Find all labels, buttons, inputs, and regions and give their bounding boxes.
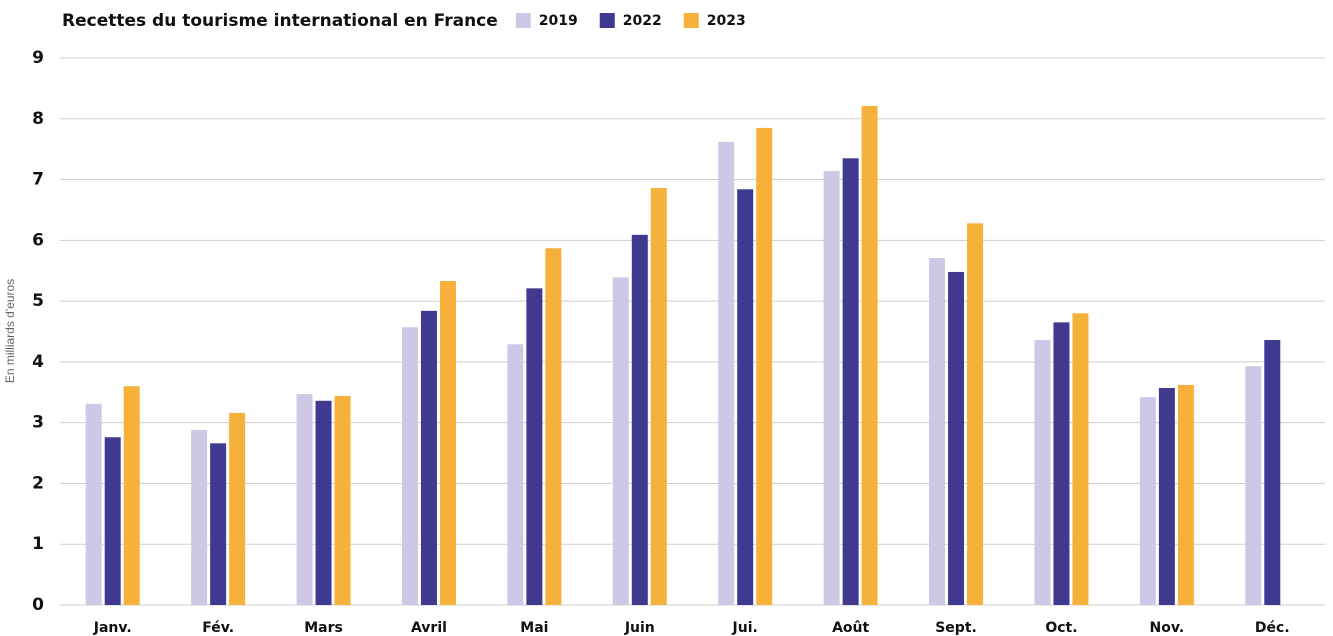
bar [823, 171, 840, 605]
legend-swatch [515, 13, 531, 28]
y-tick-label: 2 [32, 473, 44, 493]
bar [507, 344, 524, 605]
bar [315, 400, 332, 605]
bar [401, 327, 418, 605]
y-tick-label: 7 [32, 170, 44, 190]
bar [296, 394, 313, 605]
y-tick-label: 8 [32, 109, 44, 129]
bar [948, 271, 965, 605]
bar [545, 248, 562, 606]
bar [1245, 366, 1262, 605]
bar [1034, 340, 1051, 605]
bar [718, 141, 735, 605]
y-tick-label: 5 [32, 291, 44, 311]
bar [1177, 384, 1194, 605]
y-tick-label: 4 [32, 352, 44, 372]
bar [104, 437, 121, 605]
bar [650, 188, 667, 605]
bar [1264, 340, 1281, 605]
x-tick-label: Jui. [732, 620, 758, 636]
bar [334, 395, 351, 605]
bar [191, 429, 208, 605]
bar [1158, 388, 1175, 605]
bar [737, 189, 754, 605]
x-tick-label: Nov. [1150, 620, 1185, 636]
bar [756, 127, 773, 606]
bar [420, 310, 437, 605]
x-tick-label: Déc. [1255, 620, 1290, 636]
legend-swatch [683, 13, 699, 28]
bar [967, 223, 984, 605]
legend-swatch [599, 13, 615, 28]
bar [861, 106, 878, 606]
y-axis-label: En milliards d'euros [3, 279, 17, 383]
x-tick-label: Avril [411, 620, 447, 636]
legend-label: 2022 [623, 13, 662, 29]
x-tick-label: Mars [304, 620, 343, 636]
chart-title: Recettes du tourisme international en Fr… [62, 11, 498, 31]
y-tick-label: 1 [32, 534, 44, 554]
y-tick-label: 6 [32, 230, 44, 250]
x-tick-label: Sept. [935, 620, 977, 636]
bar [439, 281, 456, 605]
y-tick-label: 3 [32, 413, 44, 433]
bar [85, 403, 102, 605]
x-tick-label: Janv. [93, 620, 132, 636]
bar [842, 158, 859, 606]
y-tick-label: 9 [32, 48, 44, 68]
x-tick-label: Août [832, 620, 869, 636]
x-tick-label: Mai [520, 620, 548, 636]
bar [929, 257, 946, 605]
legend-label: 2023 [707, 13, 746, 29]
bar [1072, 313, 1089, 605]
x-tick-label: Oct. [1045, 620, 1077, 636]
y-tick-label: 0 [32, 595, 44, 615]
bar [612, 277, 629, 605]
x-tick-label: Fév. [202, 620, 234, 636]
bar [210, 443, 227, 605]
bar [1053, 322, 1070, 605]
legend-label: 2019 [539, 13, 578, 29]
bar [1139, 397, 1156, 605]
bar [229, 412, 246, 605]
bar [631, 234, 648, 605]
bar [526, 288, 543, 605]
x-tick-label: Juin [624, 620, 655, 636]
bar [123, 386, 140, 605]
